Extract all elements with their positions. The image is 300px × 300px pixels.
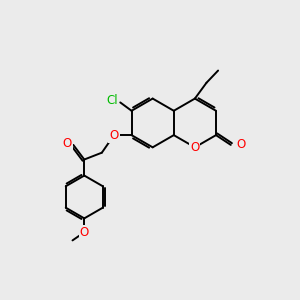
Text: O: O xyxy=(236,138,245,152)
Text: O: O xyxy=(110,129,118,142)
Text: O: O xyxy=(63,137,72,150)
Text: O: O xyxy=(190,141,200,154)
Text: O: O xyxy=(80,226,89,239)
Text: Cl: Cl xyxy=(106,94,118,107)
